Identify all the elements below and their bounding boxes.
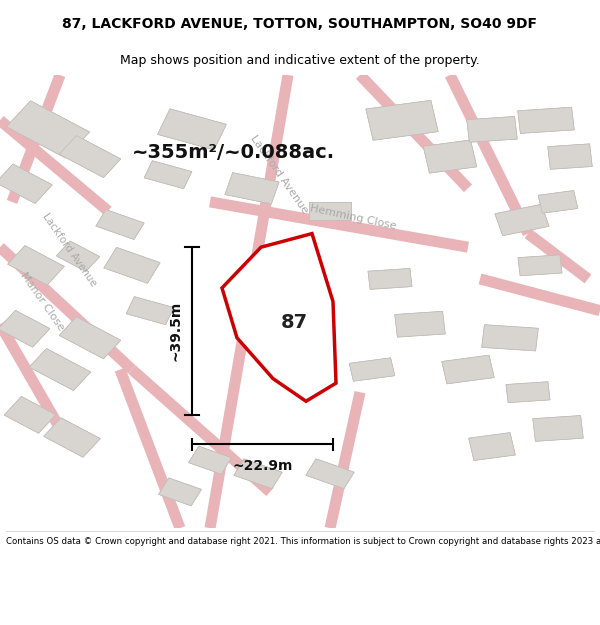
Polygon shape [533,416,583,441]
Polygon shape [8,246,64,285]
Polygon shape [104,248,160,283]
Text: ~22.9m: ~22.9m [232,459,293,473]
Polygon shape [309,202,351,220]
Polygon shape [126,297,174,324]
Polygon shape [349,358,395,381]
Polygon shape [538,191,578,213]
Polygon shape [29,349,91,391]
Polygon shape [366,101,438,140]
Text: ~355m²/~0.088ac.: ~355m²/~0.088ac. [132,142,335,161]
Polygon shape [395,311,445,337]
Polygon shape [469,432,515,461]
Polygon shape [506,382,550,402]
Polygon shape [104,248,160,283]
Polygon shape [442,355,494,384]
Text: Map shows position and indicative extent of the property.: Map shows position and indicative extent… [120,54,480,67]
Polygon shape [368,269,412,289]
Polygon shape [4,396,56,433]
Polygon shape [225,173,279,204]
Polygon shape [56,241,100,271]
Polygon shape [506,382,550,402]
Polygon shape [306,459,354,489]
Polygon shape [467,116,517,142]
Text: Manor Close: Manor Close [18,271,66,332]
Polygon shape [59,136,121,178]
Polygon shape [518,107,574,133]
Polygon shape [188,446,232,474]
Polygon shape [518,107,574,133]
Polygon shape [495,204,549,236]
Polygon shape [368,269,412,289]
Text: Lackford Avenue: Lackford Avenue [248,134,310,216]
Polygon shape [0,311,50,347]
Polygon shape [349,358,395,381]
Polygon shape [222,234,336,401]
Polygon shape [482,325,538,351]
Polygon shape [0,164,52,203]
Text: Hemming Close: Hemming Close [308,204,397,232]
Polygon shape [225,173,279,204]
Polygon shape [495,204,549,236]
Polygon shape [44,418,100,457]
Polygon shape [96,209,144,239]
Polygon shape [234,459,282,489]
Polygon shape [8,246,64,285]
Polygon shape [548,144,592,169]
Polygon shape [7,101,89,158]
Polygon shape [548,144,592,169]
Polygon shape [467,116,517,142]
Polygon shape [7,101,89,158]
Text: ~39.5m: ~39.5m [168,301,182,361]
Polygon shape [96,209,144,239]
Polygon shape [306,459,354,489]
Polygon shape [538,191,578,213]
Polygon shape [469,432,515,461]
Polygon shape [423,140,477,173]
Polygon shape [59,317,121,359]
Polygon shape [234,459,282,489]
Polygon shape [59,136,121,178]
Polygon shape [0,311,50,347]
Polygon shape [158,478,202,506]
Polygon shape [144,161,192,189]
Text: 87: 87 [281,312,308,332]
Polygon shape [126,297,174,324]
Polygon shape [423,140,477,173]
Text: Contains OS data © Crown copyright and database right 2021. This information is : Contains OS data © Crown copyright and d… [6,538,600,546]
Text: 87, LACKFORD AVENUE, TOTTON, SOUTHAMPTON, SO40 9DF: 87, LACKFORD AVENUE, TOTTON, SOUTHAMPTON… [62,16,538,31]
Polygon shape [144,161,192,189]
Polygon shape [518,255,562,276]
Polygon shape [518,255,562,276]
Polygon shape [4,396,56,433]
Polygon shape [158,109,226,150]
Polygon shape [158,109,226,150]
Polygon shape [59,317,121,359]
Polygon shape [533,416,583,441]
Polygon shape [56,241,100,271]
Polygon shape [366,101,438,140]
Polygon shape [44,418,100,457]
Polygon shape [0,164,52,203]
Polygon shape [29,349,91,391]
Polygon shape [442,355,494,384]
Polygon shape [482,325,538,351]
Text: Lackford Avenue: Lackford Avenue [40,211,98,288]
Polygon shape [188,446,232,474]
Polygon shape [158,478,202,506]
Polygon shape [309,202,351,220]
Polygon shape [395,311,445,337]
